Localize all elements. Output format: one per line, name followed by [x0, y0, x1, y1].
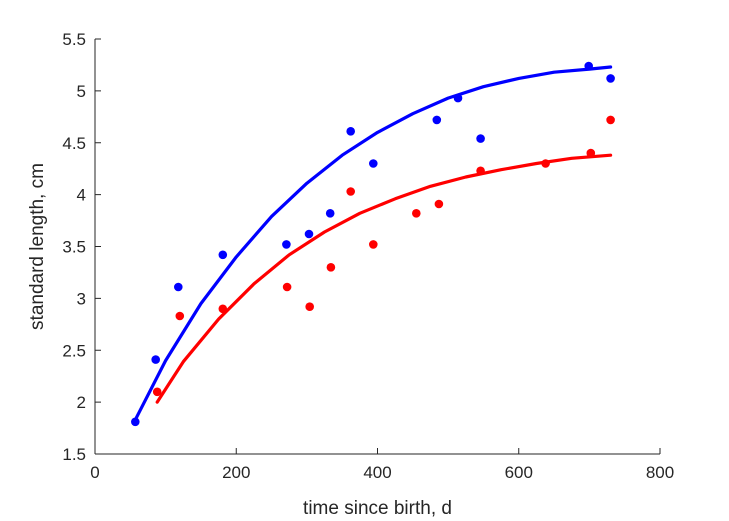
data-point-series-1: [174, 282, 183, 292]
data-point-series-2: [606, 115, 615, 125]
y-tick-label: 1.5: [62, 445, 86, 464]
y-tick-label: 2.5: [62, 341, 86, 360]
data-point-series-2: [412, 209, 421, 218]
tick-labels: 0 200 400 600 800 1.5 2 2.5 3 3.5 4 4.5 5 5.5: [62, 30, 674, 482]
x-tick-label: 0: [90, 463, 99, 482]
data-point-series-1: [369, 159, 378, 168]
data-point-series-1: [131, 417, 140, 427]
data-point-series-1: [606, 74, 615, 83]
data-point-series-2: [541, 159, 550, 168]
data-point-series-2: [152, 387, 162, 397]
data-points: [131, 61, 615, 427]
data-point-series-1: [453, 93, 463, 103]
y-tick-label: 2: [77, 393, 86, 412]
x-tick-label: 600: [505, 463, 533, 482]
data-point-series-2: [346, 187, 356, 196]
x-tick-label: 400: [363, 463, 391, 482]
data-point-series-2: [586, 148, 596, 158]
data-point-series-1: [346, 127, 356, 136]
x-axis-label: time since birth, d: [303, 498, 452, 519]
y-tick-label: 4: [77, 186, 86, 205]
data-point-series-1: [476, 134, 485, 143]
data-point-series-2: [175, 311, 185, 321]
data-point-series-1: [304, 229, 314, 239]
data-point-series-1: [151, 355, 160, 364]
data-point-series-2: [305, 302, 315, 312]
x-tick-label: 800: [646, 463, 674, 482]
y-tick-label: 5.5: [62, 30, 86, 49]
y-tick-label: 3: [77, 289, 86, 308]
data-point-series-1: [218, 250, 228, 260]
data-point-series-1: [432, 115, 442, 125]
y-tick-label: 5: [77, 82, 86, 101]
x-tick-label: 200: [222, 463, 250, 482]
axes: [94, 38, 661, 455]
data-point-series-1: [282, 240, 291, 249]
y-tick-label: 4.5: [62, 134, 86, 153]
fit-curve-series-2: [155, 153, 613, 404]
fit-curve-series-1: [133, 65, 613, 422]
data-point-series-2: [369, 240, 378, 249]
y-tick-label: 3.5: [62, 238, 86, 257]
data-point-series-2: [218, 304, 228, 314]
data-point-series-2: [282, 282, 292, 292]
y-axis-label: standard length, cm: [27, 163, 48, 330]
data-point-series-2: [326, 263, 336, 272]
fit-curves: [133, 65, 613, 422]
data-point-series-2: [476, 166, 485, 176]
data-point-series-2: [434, 199, 444, 209]
data-point-series-1: [325, 209, 335, 218]
data-point-series-1: [584, 61, 593, 71]
